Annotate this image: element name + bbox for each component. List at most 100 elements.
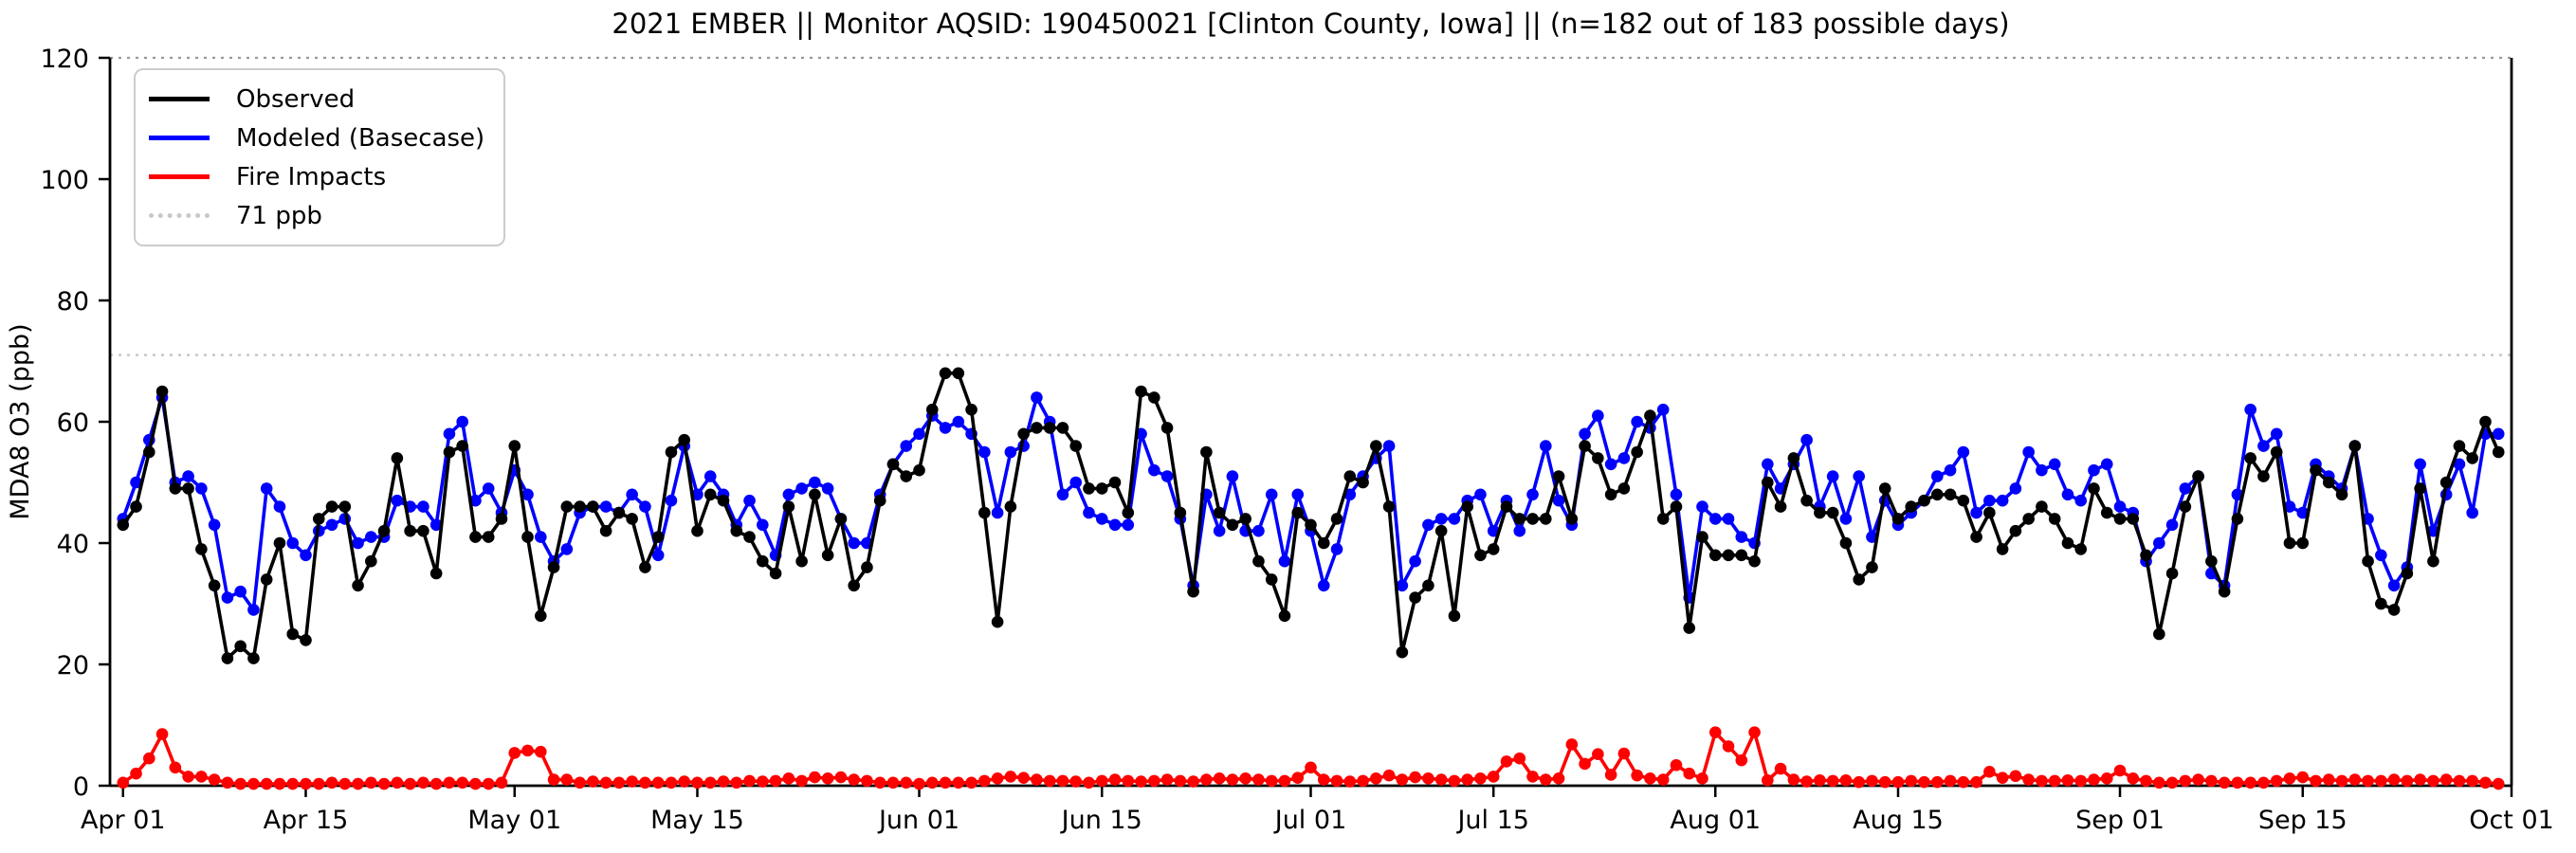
fire-impacts-marker	[169, 761, 182, 774]
modeled-basecase--marker	[1800, 433, 1813, 446]
observed-marker	[1970, 531, 1982, 543]
modeled-basecase--marker	[651, 549, 665, 562]
legend-label: Fire Impacts	[236, 162, 387, 191]
observed-marker	[1592, 452, 1604, 464]
observed-marker	[130, 500, 142, 513]
fire-impacts-marker	[1434, 773, 1448, 786]
fire-impacts-marker	[1461, 773, 1473, 786]
fire-impacts-marker	[2387, 773, 2401, 786]
fire-impacts-marker	[2270, 774, 2283, 788]
observed-marker	[2179, 500, 2192, 513]
observed-marker	[377, 524, 391, 537]
y-tick-label: 40	[57, 530, 89, 559]
fire-impacts-marker	[2127, 772, 2140, 785]
fire-impacts-marker	[2492, 777, 2505, 790]
fire-impacts-marker	[2061, 773, 2074, 787]
observed-marker	[1748, 554, 1761, 568]
fire-impacts-marker	[221, 776, 234, 789]
fire-impacts-marker	[1265, 774, 1278, 788]
modeled-basecase--marker	[626, 488, 638, 501]
observed-marker	[913, 463, 925, 477]
fire-impacts-marker	[1891, 775, 1905, 789]
observed-marker	[182, 482, 194, 495]
observed-marker	[873, 494, 886, 507]
observed-marker	[1957, 494, 1970, 507]
observed-marker	[312, 513, 325, 525]
observed-marker	[2492, 445, 2505, 459]
observed-marker	[1526, 513, 1539, 525]
fire-impacts-marker	[1670, 758, 1683, 771]
legend-label: 71 ppb	[236, 201, 322, 230]
observed-marker	[1683, 622, 1696, 634]
x-tick-label: Jul 15	[1455, 806, 1529, 835]
observed-marker	[769, 567, 782, 580]
observed-marker	[2165, 567, 2179, 580]
modeled-basecase--marker	[1617, 452, 1631, 464]
modeled-basecase--marker	[978, 445, 991, 459]
observed-marker	[587, 500, 599, 513]
fire-impacts-marker	[1382, 769, 1396, 782]
observed-marker	[1357, 476, 1369, 489]
fire-impacts-marker	[273, 777, 286, 790]
fire-impacts-marker	[1787, 773, 1800, 786]
fire-impacts-marker	[925, 776, 939, 789]
observed-marker	[599, 524, 612, 537]
fire-impacts-marker	[978, 774, 991, 788]
observed-marker	[1422, 579, 1434, 592]
modeled-basecase--marker	[2088, 463, 2100, 477]
fire-impacts-marker	[391, 776, 404, 789]
fire-impacts-marker	[2362, 774, 2374, 788]
observed-marker	[1160, 422, 1174, 434]
modeled-basecase--marker	[1409, 554, 1421, 568]
observed-marker	[234, 640, 247, 653]
modeled-basecase--marker	[1148, 463, 1160, 477]
observed-marker	[848, 579, 860, 592]
observed-marker	[482, 531, 495, 543]
fire-impacts-marker	[1853, 775, 1865, 789]
fire-impacts-marker	[1122, 774, 1135, 788]
fire-impacts-marker	[1970, 775, 1982, 789]
observed-marker	[247, 652, 260, 664]
chart-title: 2021 EMBER || Monitor AQSID: 190450021 […	[612, 8, 2010, 40]
observed-marker	[1474, 549, 1487, 562]
modeled-basecase--marker	[2009, 482, 2022, 495]
fire-impacts-marker	[1174, 774, 1187, 788]
observed-marker	[1434, 524, 1448, 537]
x-tick-label: Oct 01	[2469, 806, 2554, 835]
modeled-basecase--marker	[691, 488, 703, 501]
fire-impacts-marker	[2218, 776, 2231, 789]
modeled-basecase--marker	[1291, 488, 1305, 501]
fire-impacts-marker	[665, 776, 678, 789]
fire-impacts-marker	[2153, 776, 2165, 789]
observed-marker	[2127, 513, 2140, 525]
modeled-basecase--marker	[991, 506, 1004, 519]
fire-impacts-marker	[1017, 771, 1030, 784]
modeled-basecase--marker	[1708, 513, 1722, 525]
fire-impacts-marker	[142, 752, 155, 765]
fire-impacts-marker	[1800, 775, 1813, 788]
modeled-line-sample	[149, 136, 210, 140]
x-tick-label: Aug 15	[1853, 806, 1944, 835]
modeled-basecase--marker	[1944, 463, 1957, 477]
observed-marker	[939, 367, 952, 380]
fire-impacts-marker	[521, 744, 534, 757]
observed-marker	[2439, 476, 2453, 489]
observed-marker	[1396, 645, 1409, 659]
fire-impacts-marker	[2310, 774, 2322, 788]
fire-impacts-marker	[1735, 753, 1748, 767]
observed-marker	[1174, 506, 1187, 519]
modeled-basecase--marker	[1317, 579, 1330, 592]
modeled-basecase--marker	[469, 494, 482, 507]
fire-impacts-marker	[1396, 773, 1409, 786]
modeled-basecase--marker	[1539, 440, 1552, 452]
modeled-basecase--marker	[821, 482, 834, 495]
fire-impacts-marker	[2453, 774, 2466, 788]
fire-impacts-marker	[1239, 772, 1251, 785]
observed-marker	[2244, 452, 2256, 464]
modeled-basecase--marker	[221, 591, 234, 604]
modeled-basecase--marker	[208, 518, 221, 532]
observed-marker	[651, 531, 665, 543]
fire-impacts-marker	[2205, 774, 2218, 788]
observed-marker	[1448, 609, 1461, 623]
